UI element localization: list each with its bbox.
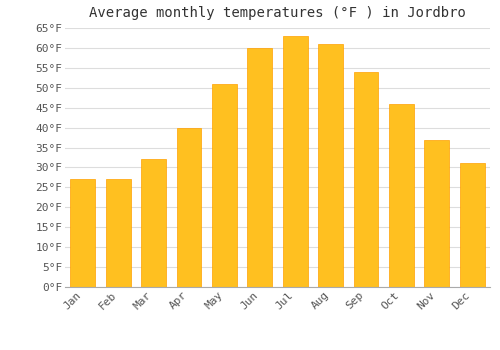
Bar bbox=[70, 180, 95, 287]
Bar bbox=[248, 48, 272, 287]
Bar bbox=[283, 36, 308, 287]
Bar bbox=[141, 160, 166, 287]
Bar bbox=[212, 84, 237, 287]
Bar bbox=[106, 180, 130, 287]
Title: Average monthly temperatures (°F ) in Jordbro: Average monthly temperatures (°F ) in Jo… bbox=[89, 6, 466, 20]
Bar bbox=[318, 44, 343, 287]
Bar bbox=[424, 140, 450, 287]
Bar bbox=[176, 128, 202, 287]
Bar bbox=[389, 104, 414, 287]
Bar bbox=[354, 72, 378, 287]
Bar bbox=[460, 163, 484, 287]
